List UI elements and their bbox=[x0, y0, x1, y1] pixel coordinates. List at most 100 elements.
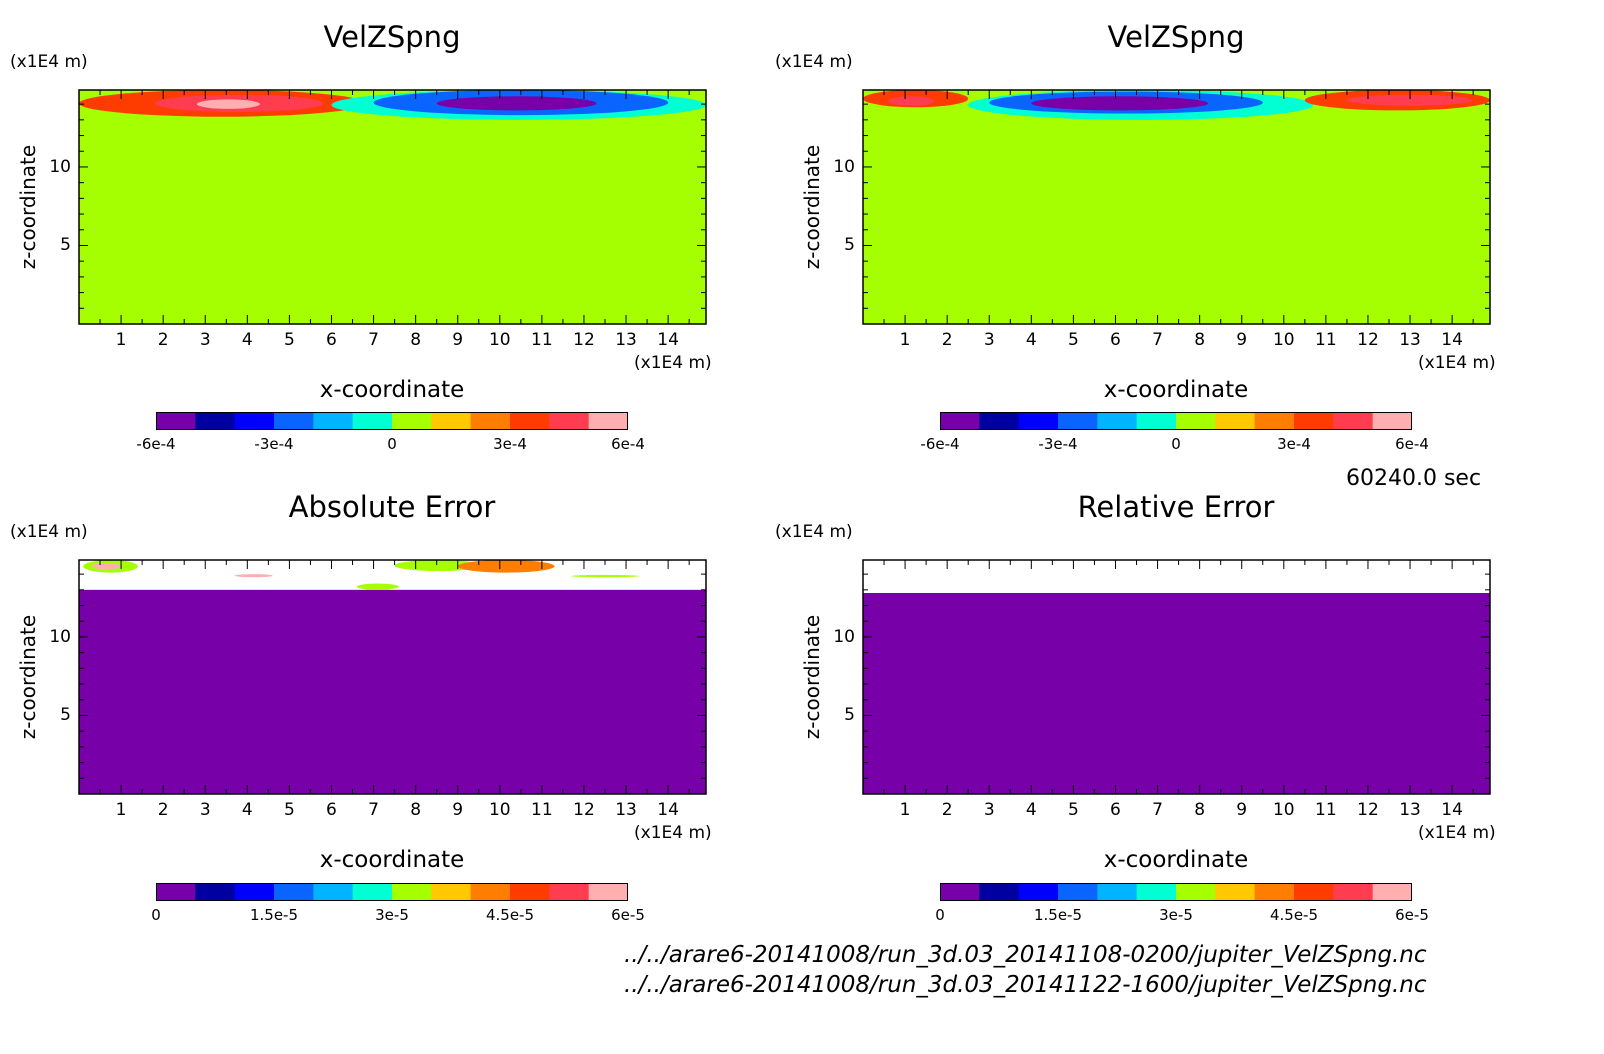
x-axis-label: x-coordinate bbox=[319, 377, 465, 403]
contour-feature-4 bbox=[1031, 96, 1209, 111]
colorbar-segment bbox=[156, 412, 196, 430]
colorbar-tick-label: 1.5e-5 bbox=[249, 906, 299, 924]
y-tick-label: 10 bbox=[833, 156, 855, 177]
file-path-1: ../../arare6-20141008/run_3d.03_20141108… bbox=[624, 942, 1427, 968]
colorbar-frame bbox=[156, 883, 628, 901]
colorbar-tick-label: 3e-4 bbox=[493, 435, 527, 453]
colorbar-segment bbox=[234, 412, 275, 430]
colorbar-tick-label: -3e-4 bbox=[254, 435, 294, 453]
colorbar-segment bbox=[940, 412, 980, 430]
x-tick-label: 9 bbox=[452, 330, 464, 350]
x-tick-label: 14 bbox=[1441, 330, 1463, 350]
x-tick-label: 4 bbox=[241, 330, 253, 350]
x-tick-label: 3 bbox=[199, 330, 211, 350]
colorbar-segment bbox=[1097, 883, 1138, 901]
x-tick-label: 9 bbox=[1236, 800, 1248, 820]
x-tick-label: 12 bbox=[1357, 330, 1379, 350]
x-tick-label: 11 bbox=[1315, 330, 1337, 350]
y-unit-label: (x1E4 m) bbox=[775, 52, 853, 72]
plot-area bbox=[862, 559, 1491, 795]
x-tick-label: 2 bbox=[157, 800, 169, 820]
colorbar-segment bbox=[510, 883, 550, 901]
colorbar-segment bbox=[1254, 412, 1295, 430]
x-tick-label: 6 bbox=[1110, 800, 1121, 820]
colorbar-segment bbox=[1372, 883, 1412, 901]
colorbar-tick-label: 3e-5 bbox=[1159, 906, 1193, 924]
colorbar-tick-label: 0 bbox=[935, 906, 945, 924]
colorbar-segment bbox=[1058, 883, 1098, 901]
x-tick-label: 9 bbox=[452, 800, 464, 820]
colorbar-segment bbox=[313, 883, 354, 901]
contour-feature-1 bbox=[888, 96, 935, 106]
x-tick-label: 10 bbox=[488, 800, 511, 820]
x-tick-label: 2 bbox=[157, 330, 169, 350]
field-background bbox=[863, 90, 1490, 324]
contour-feature-2 bbox=[196, 99, 260, 109]
colorbar-segment bbox=[1372, 412, 1412, 430]
colorbar-tick-label: 3e-4 bbox=[1277, 435, 1311, 453]
colorbar-segment bbox=[156, 883, 196, 901]
colorbar-segment bbox=[1018, 412, 1059, 430]
x-tick-label: 14 bbox=[657, 800, 679, 820]
colorbar bbox=[156, 883, 628, 901]
colorbar-segment bbox=[1215, 412, 1256, 430]
x-tick-label: 8 bbox=[1194, 800, 1206, 820]
plot-frame bbox=[862, 559, 1491, 795]
colorbar-segment bbox=[549, 883, 590, 901]
panel-title: VelZSpng bbox=[323, 20, 461, 54]
colorbar-segment bbox=[352, 412, 393, 430]
y-tick-label: 5 bbox=[844, 705, 855, 726]
x-tick-label: 7 bbox=[1152, 330, 1163, 350]
x-tick-label: 10 bbox=[1272, 330, 1295, 350]
colorbar-tick-label: 6e-4 bbox=[1395, 435, 1429, 453]
x-tick-label: 13 bbox=[615, 330, 637, 350]
x-tick-label: 3 bbox=[983, 330, 995, 350]
x-tick-label: 13 bbox=[1399, 800, 1421, 820]
colorbar-segment bbox=[431, 883, 472, 901]
field-background bbox=[863, 560, 1490, 794]
colorbar-segment bbox=[352, 883, 393, 901]
x-tick-label: 6 bbox=[326, 330, 337, 350]
colorbar-segment bbox=[979, 412, 1020, 430]
colorbar bbox=[940, 883, 1412, 901]
panel-title: VelZSpng bbox=[1107, 20, 1245, 54]
colorbar-segment bbox=[431, 412, 472, 430]
contour-feature-6 bbox=[571, 574, 639, 578]
colorbar-tick-label: -3e-4 bbox=[1038, 435, 1078, 453]
x-tick-label: 1 bbox=[115, 800, 127, 820]
colorbar-tick-label: -6e-4 bbox=[136, 435, 176, 453]
y-tick-label: 5 bbox=[60, 235, 71, 256]
colorbar-segment bbox=[234, 883, 275, 901]
x-tick-label: 12 bbox=[1357, 800, 1379, 820]
colorbar-segment bbox=[1176, 883, 1216, 901]
x-tick-label: 11 bbox=[531, 330, 553, 350]
colorbar-tick-label: 6e-4 bbox=[611, 435, 645, 453]
x-tick-label: 5 bbox=[1067, 800, 1079, 820]
colorbar-frame bbox=[156, 412, 628, 430]
field-background bbox=[79, 560, 706, 794]
y-tick-label: 5 bbox=[60, 705, 71, 726]
colorbar-segment bbox=[195, 883, 236, 901]
x-tick-label: 3 bbox=[983, 800, 995, 820]
colorbar bbox=[156, 412, 628, 430]
x-axis-label: x-coordinate bbox=[319, 847, 465, 873]
colorbar-segment bbox=[979, 883, 1020, 901]
x-tick-label: 7 bbox=[368, 800, 379, 820]
y-unit-label: (x1E4 m) bbox=[10, 52, 88, 72]
x-tick-label: 2 bbox=[941, 800, 953, 820]
colorbar-tick-label: 0 bbox=[387, 435, 397, 453]
x-tick-label: 7 bbox=[368, 330, 379, 350]
x-tick-label: 8 bbox=[410, 330, 422, 350]
plot-area bbox=[78, 89, 707, 325]
colorbar-segment bbox=[1294, 412, 1334, 430]
x-tick-label: 1 bbox=[115, 330, 127, 350]
x-tick-label: 8 bbox=[1194, 330, 1206, 350]
colorbar-segment bbox=[1333, 412, 1374, 430]
colorbar-segment bbox=[313, 412, 354, 430]
field-background bbox=[79, 90, 706, 324]
plot-frame bbox=[78, 89, 707, 325]
contour-feature-1 bbox=[91, 563, 122, 570]
colorbar-tick-label: 6e-5 bbox=[1395, 906, 1429, 924]
field-top-layer bbox=[863, 560, 1490, 593]
colorbar-segment bbox=[1333, 883, 1374, 901]
